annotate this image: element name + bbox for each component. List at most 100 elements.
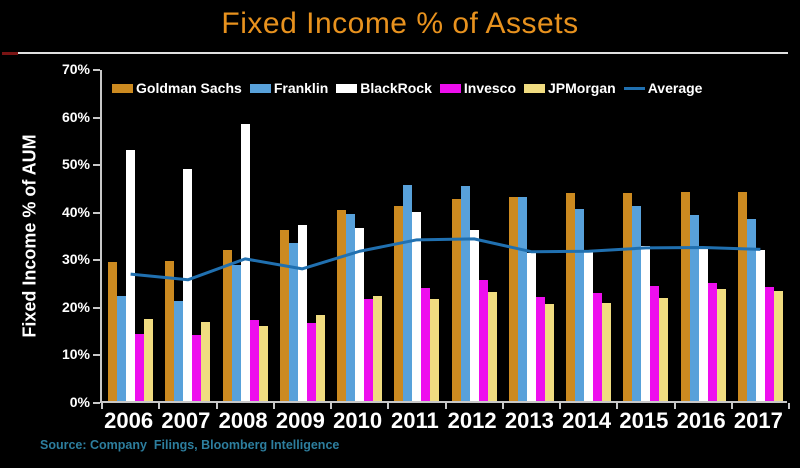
y-tick-mark [93, 402, 100, 404]
bar-invesco-2011 [421, 287, 431, 401]
bar-blackrock-2008 [240, 123, 250, 401]
bar-goldman-sachs-2009 [279, 229, 289, 401]
legend-item-goldman-sachs: Goldman Sachs [112, 80, 242, 96]
bar-blackrock-2017 [755, 249, 765, 401]
bar-goldman-sachs-2006 [108, 261, 118, 401]
legend-swatch-invesco [439, 83, 461, 93]
legend-item-invesco: Invesco [439, 80, 516, 96]
bar-blackrock-2009 [297, 224, 307, 401]
y-tick-label: 50% [61, 156, 90, 173]
x-tick-label: 2008 [218, 408, 268, 433]
bar-franklin-2011 [403, 184, 413, 401]
y-tick-mark [93, 306, 100, 309]
bar-franklin-2010 [346, 214, 356, 401]
legend-item-jpmorgan: JPMorgan [524, 80, 616, 96]
bar-franklin-2013 [517, 197, 527, 401]
x-tick-label: 2013 [504, 408, 554, 433]
x-tick-label: 2015 [619, 408, 669, 433]
bar-goldman-sachs-2017 [737, 191, 747, 401]
bar-franklin-2015 [632, 205, 642, 401]
legend-swatch-jpmorgan [524, 83, 546, 93]
x-tick-label: 2016 [676, 408, 726, 433]
bar-franklin-2017 [746, 218, 756, 401]
bar-jpmorgan-2008 [258, 325, 268, 401]
x-tick-label: 2014 [562, 408, 612, 433]
x-tick-mark [215, 403, 218, 409]
x-tick-label: 2017 [733, 408, 783, 433]
bar-invesco-2009 [306, 322, 316, 401]
x-tick-mark [559, 403, 561, 409]
legend-item-franklin: Franklin [249, 80, 329, 96]
bar-franklin-2009 [288, 242, 298, 401]
legend-label: Goldman Sachs [136, 80, 242, 96]
y-tick-mark [93, 116, 100, 119]
bar-franklin-2006 [117, 296, 127, 401]
y-tick-label: 70% [61, 61, 90, 77]
bar-goldman-sachs-2008 [222, 250, 232, 401]
legend-label: Franklin [273, 80, 329, 96]
bar-blackrock-2013 [526, 252, 536, 401]
y-tick-label: 20% [61, 298, 90, 315]
title-underline-red-tip [2, 52, 18, 55]
bar-goldman-sachs-2007 [165, 260, 175, 401]
bar-invesco-2006 [135, 334, 145, 401]
bar-goldman-sachs-2014 [566, 192, 576, 401]
bar-blackrock-2014 [584, 249, 594, 401]
y-tick-label: 30% [61, 251, 90, 268]
legend-label: BlackRock [360, 80, 432, 96]
bar-franklin-2016 [689, 214, 699, 401]
y-tick-label: 0% [69, 394, 90, 410]
legend-swatch-average-line [623, 86, 645, 90]
bar-goldman-sachs-2010 [337, 209, 347, 401]
bar-jpmorgan-2013 [544, 303, 554, 401]
x-tick-mark [330, 403, 332, 409]
source-text: Source: Company Filings, Bloomberg Intel… [40, 438, 340, 452]
x-tick-mark [101, 403, 103, 409]
legend-swatch-goldman-sachs [112, 83, 133, 93]
bar-jpmorgan-2011 [430, 298, 440, 401]
bar-invesco-2015 [650, 285, 660, 401]
x-tick-label: 2012 [447, 408, 497, 433]
bar-invesco-2007 [192, 335, 202, 401]
legend-swatch-franklin [249, 83, 271, 93]
chart-title: Fixed Income % of Assets [221, 7, 579, 40]
x-tick-label: 2007 [161, 408, 211, 433]
x-tick-label: 2010 [333, 408, 383, 433]
y-tick-label: 10% [61, 346, 90, 363]
y-tick-label: 60% [61, 108, 90, 125]
x-tick-label: 2009 [275, 408, 325, 433]
bar-invesco-2017 [764, 286, 774, 401]
bar-invesco-2014 [593, 293, 603, 401]
bar-goldman-sachs-2012 [451, 198, 461, 401]
legend-item-average: Average [623, 80, 703, 96]
bar-jpmorgan-2017 [773, 290, 783, 401]
x-tick-mark [616, 403, 619, 409]
bar-blackrock-2007 [183, 168, 193, 401]
x-tick-mark [272, 403, 275, 409]
bar-jpmorgan-2012 [487, 291, 497, 401]
bar-invesco-2010 [364, 298, 374, 401]
x-tick-label: 2006 [104, 408, 154, 433]
plot-area: Goldman Sachs Franklin BlackRock Invesco JPM… [93, 69, 790, 409]
bar-jpmorgan-2016 [716, 288, 726, 401]
x-tick-mark [387, 403, 390, 409]
bar-invesco-2013 [535, 296, 545, 401]
y-tick-mark [93, 164, 100, 167]
legend: Goldman Sachs Franklin BlackRock Invesco JPM… [112, 80, 702, 96]
x-tick-mark [158, 403, 161, 409]
x-tick-label: 2011 [391, 408, 439, 433]
y-tick-mark [93, 354, 100, 357]
legend-label: JPMorgan [548, 80, 616, 96]
x-tick-mark [444, 403, 447, 409]
bar-blackrock-2015 [641, 245, 651, 401]
bar-franklin-2012 [460, 185, 470, 401]
title-underline [18, 52, 788, 54]
y-tick-label: 40% [61, 203, 90, 220]
y-tick-mark [93, 211, 100, 214]
bar-invesco-2016 [707, 283, 717, 401]
bar-blackrock-2011 [412, 211, 422, 401]
legend-label: Average [647, 80, 703, 96]
bar-invesco-2012 [478, 279, 488, 401]
bar-franklin-2014 [575, 208, 585, 401]
x-tick-mark [673, 403, 676, 409]
